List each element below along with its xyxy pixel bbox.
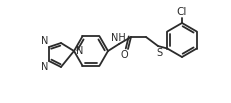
Text: N: N <box>76 46 83 56</box>
Text: N: N <box>40 62 48 72</box>
Text: N: N <box>40 36 48 46</box>
Text: S: S <box>155 48 161 58</box>
Text: NH: NH <box>110 33 125 43</box>
Text: Cl: Cl <box>176 7 186 17</box>
Text: O: O <box>120 50 127 60</box>
